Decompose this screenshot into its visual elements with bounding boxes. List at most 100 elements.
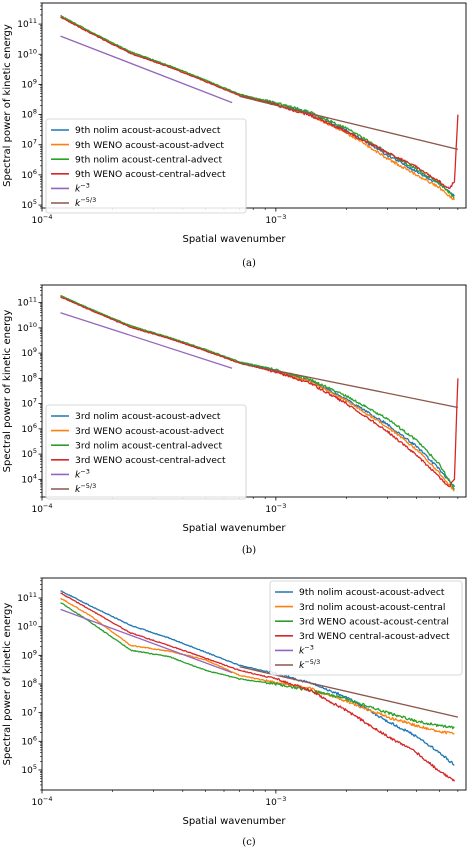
- y-tick-exponent: 7: [33, 138, 37, 146]
- legend-entry-label: k−3: [75, 182, 90, 195]
- legend-box: [45, 118, 247, 214]
- y-tick-base: 10: [21, 171, 33, 181]
- series-group: [60, 590, 459, 782]
- legend: 9th nolim acoust-acoust-advect 9th WENO a…: [45, 118, 247, 214]
- series-line-6: [239, 362, 459, 409]
- y-tick-base: 10: [21, 111, 33, 121]
- x-tick-label: 10−4: [31, 502, 52, 515]
- y-tick-exponent: 7: [33, 706, 37, 714]
- legend-entry-label: k−3: [75, 468, 90, 481]
- y-tick-exponent: 11: [29, 296, 37, 304]
- legend-box: [269, 580, 463, 676]
- y-tick-label: 106: [21, 168, 37, 181]
- y-tick-base: 10: [17, 50, 29, 60]
- y-tick-label: 1010: [17, 47, 37, 60]
- legend-exponent: −5/3: [80, 482, 96, 490]
- x-tick-label: 10−3: [265, 502, 286, 515]
- series-line-5: [60, 35, 233, 104]
- y-tick-base: 10: [21, 450, 33, 460]
- y-tick-base: 10: [21, 425, 33, 435]
- legend-exponent: −3: [304, 644, 314, 652]
- x-tick-label: 10−3: [265, 795, 286, 808]
- plot-frame: [41, 284, 467, 498]
- series-line-4: [60, 16, 459, 190]
- y-tick-label: 109: [21, 648, 37, 661]
- x-tick-exponent: −4: [43, 502, 53, 510]
- legend-entry-label: 9th WENO acoust-acoust-advect: [75, 140, 224, 151]
- y-tick-base: 10: [21, 141, 33, 151]
- series-line-5: [60, 312, 233, 369]
- series-line-6: [239, 95, 459, 151]
- y-tick-exponent: 11: [29, 17, 37, 25]
- y-tick-label: 1011: [17, 296, 37, 309]
- y-axis-label: Spectral power of kinetic energy: [2, 24, 13, 187]
- legend-entry-label: k−5/3: [299, 658, 320, 671]
- legend-entry-label: 3rd WENO acoust-central-advect: [75, 455, 226, 466]
- legend-entry-label: 3rd nolim acoust-acoust-advect: [75, 411, 221, 422]
- y-tick-label: 105: [21, 198, 37, 211]
- legend-box: [45, 404, 247, 500]
- x-axis-label: Spatial wavenumber: [182, 816, 286, 827]
- legend: 9th nolim acoust-acoust-advect 3rd nolim …: [269, 580, 463, 676]
- y-tick-base: 10: [21, 680, 33, 690]
- y-tick-label: 1010: [17, 620, 37, 633]
- x-axis-label: Spatial wavenumber: [182, 523, 286, 534]
- y-tick-label: 105: [21, 763, 37, 776]
- legend-entry-label: 3rd WENO acoust-acoust-central: [299, 616, 449, 627]
- y-tick-base: 10: [17, 299, 29, 309]
- legend-k-symbol: k: [75, 198, 81, 209]
- x-tick-exponent: −3: [277, 213, 287, 221]
- y-tick-base: 10: [17, 594, 29, 604]
- y-tick-base: 10: [21, 651, 33, 661]
- y-tick-label: 1011: [17, 591, 37, 604]
- y-tick-label: 108: [21, 371, 37, 384]
- y-tick-exponent: 11: [29, 591, 37, 599]
- series-line-5: [60, 608, 233, 674]
- x-tick-base: 10: [265, 216, 277, 226]
- x-tick-base: 10: [31, 505, 43, 515]
- y-tick-label: 104: [21, 472, 37, 485]
- y-tick-exponent: 5: [33, 763, 37, 771]
- y-tick-label: 107: [21, 397, 37, 410]
- panel-caption: (b): [242, 545, 256, 556]
- y-tick-base: 10: [21, 766, 33, 776]
- legend-k-symbol: k: [299, 646, 305, 657]
- series-line-3: [60, 602, 455, 730]
- x-tick-base: 10: [31, 216, 43, 226]
- x-axis-label: Spatial wavenumber: [182, 234, 286, 245]
- legend-exponent: −3: [80, 182, 90, 190]
- y-tick-exponent: 5: [33, 198, 37, 206]
- legend-k-symbol: k: [75, 184, 81, 195]
- y-tick-exponent: 10: [29, 321, 37, 329]
- legend-entry-label: 9th nolim acoust-acoust-advect: [299, 587, 445, 598]
- series-group: [60, 294, 459, 492]
- y-tick-label: 106: [21, 422, 37, 435]
- x-tick-exponent: −4: [43, 213, 53, 221]
- x-tick-base: 10: [31, 798, 43, 808]
- legend-k-symbol: k: [75, 470, 81, 481]
- y-tick-exponent: 9: [33, 77, 37, 85]
- x-tick-label: 10−4: [31, 213, 52, 226]
- y-tick-exponent: 4: [33, 472, 37, 480]
- series-line-3: [60, 294, 455, 490]
- y-tick-label: 108: [21, 677, 37, 690]
- x-tick-label: 10−4: [31, 795, 52, 808]
- y-tick-label: 105: [21, 447, 37, 460]
- legend-entry-label: 3rd WENO central-acoust-advect: [299, 631, 450, 642]
- legend-entry-label: k−5/3: [75, 196, 96, 209]
- series-line-4: [60, 296, 459, 488]
- y-tick-base: 10: [21, 80, 33, 90]
- x-tick-base: 10: [265, 505, 277, 515]
- y-axis-label: Spectral power of kinetic energy: [2, 310, 13, 473]
- legend-entry-label: 3rd nolim acoust-acoust-central: [299, 602, 445, 613]
- y-tick-base: 10: [21, 349, 33, 359]
- legend-entry-label: 9th nolim acoust-acoust-advect: [75, 125, 221, 136]
- legend-entry-label: k−5/3: [75, 482, 96, 495]
- y-tick-base: 10: [21, 400, 33, 410]
- y-tick-exponent: 6: [33, 734, 37, 742]
- legend-exponent: −5/3: [304, 658, 320, 666]
- legend-entry-label: 3rd nolim acoust-central-advect: [75, 440, 222, 451]
